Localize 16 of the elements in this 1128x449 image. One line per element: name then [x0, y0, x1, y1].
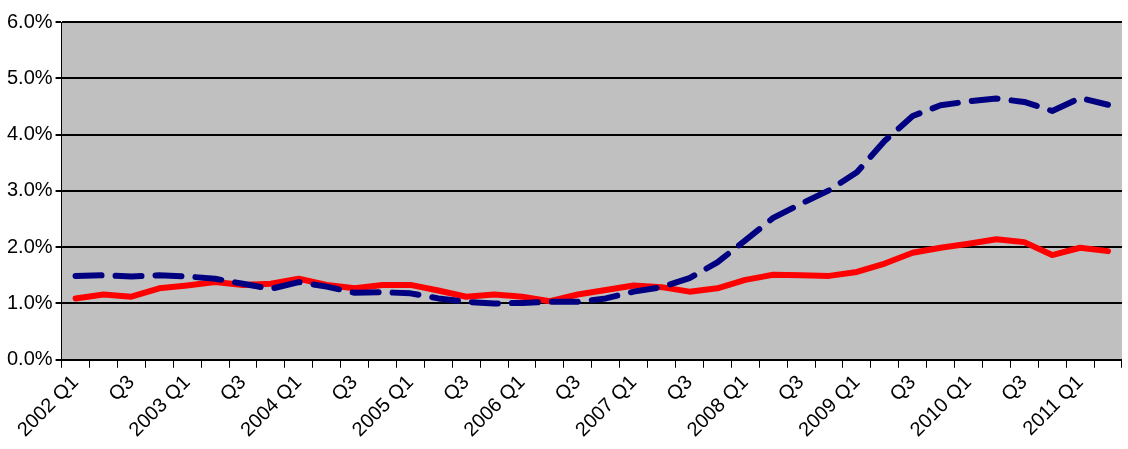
y-tick-label: 2.0% [6, 234, 53, 257]
y-tick-label: 3.0% [6, 178, 53, 201]
y-tick-label: 6.0% [6, 9, 53, 32]
x-tick-label: Q3 [996, 370, 1032, 405]
x-tick-label: Q3 [215, 370, 250, 405]
x-tick-label: Q3 [884, 370, 920, 405]
x-tick-label: Q3 [438, 370, 473, 405]
x-tick-label: Q3 [550, 370, 585, 405]
x-tick-label: Q3 [326, 370, 362, 405]
y-tick-label: 0.0% [6, 347, 53, 370]
y-tick-label: 5.0% [6, 65, 53, 88]
x-tick-label: Q3 [103, 370, 139, 405]
x-tick-label: Q3 [661, 370, 697, 405]
x-tick-label: Q3 [773, 370, 808, 405]
y-tick-label: 4.0% [6, 122, 53, 145]
y-tick-label: 1.0% [6, 290, 53, 313]
